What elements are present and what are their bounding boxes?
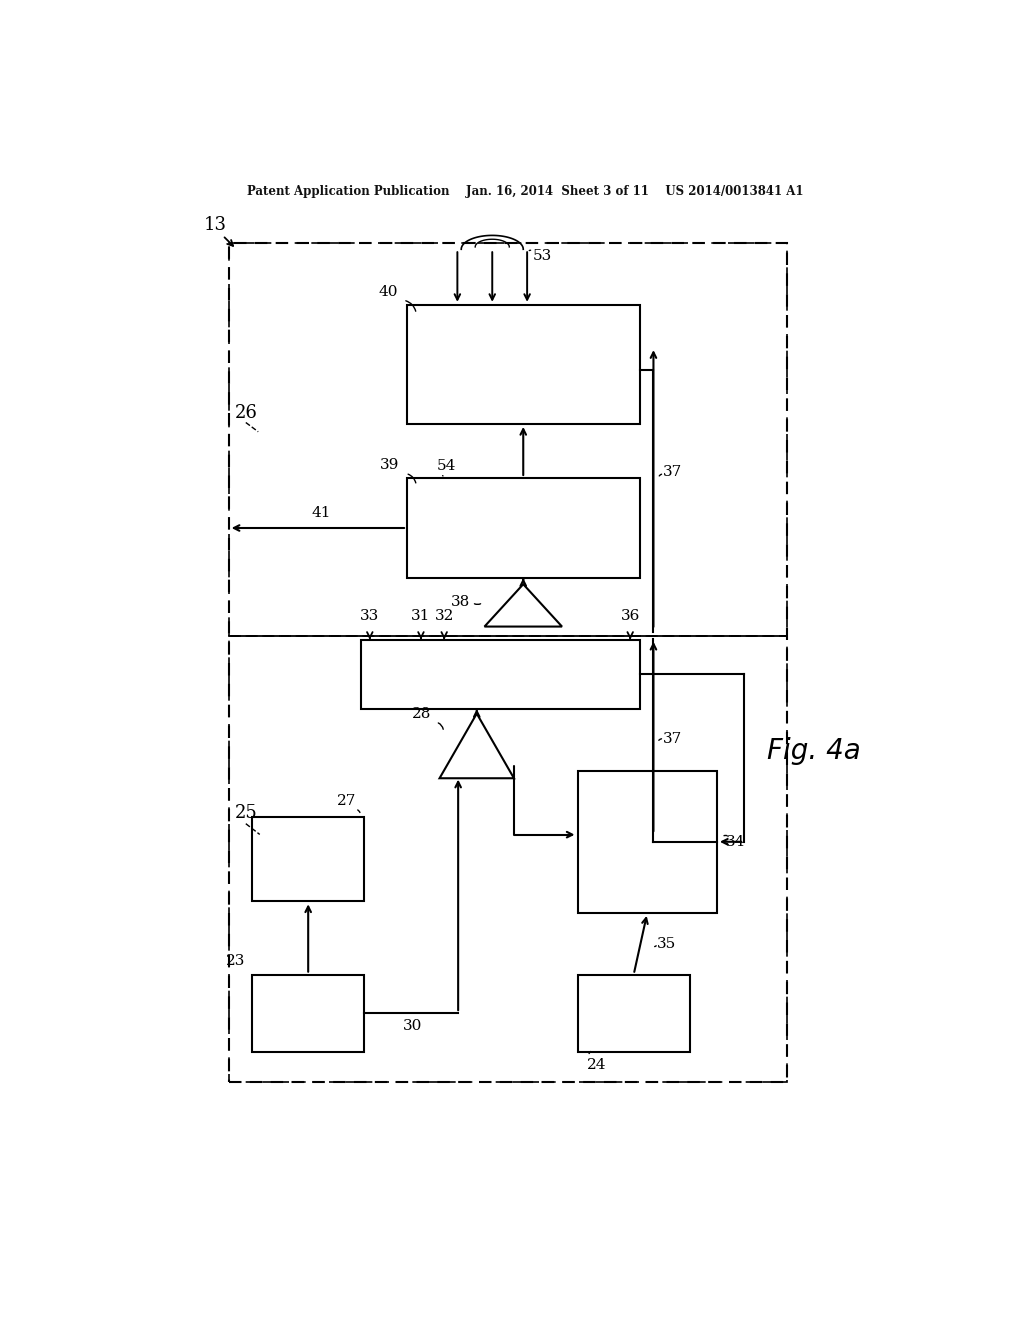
Text: 36: 36 — [621, 609, 640, 623]
Text: 34: 34 — [726, 834, 745, 849]
Text: 32: 32 — [434, 609, 454, 623]
Bar — [578, 974, 690, 1052]
Text: Patent Application Publication    Jan. 16, 2014  Sheet 3 of 11    US 2014/001384: Patent Application Publication Jan. 16, … — [247, 185, 803, 198]
Bar — [407, 478, 640, 578]
Text: 37: 37 — [663, 465, 682, 479]
Polygon shape — [439, 714, 514, 779]
Text: 33: 33 — [360, 609, 380, 623]
Polygon shape — [484, 585, 562, 627]
Text: 24: 24 — [587, 1057, 606, 1072]
Text: 13: 13 — [204, 216, 226, 234]
Text: 31: 31 — [412, 609, 431, 623]
Text: 54: 54 — [436, 459, 456, 474]
Text: 25: 25 — [234, 804, 258, 822]
Text: 39: 39 — [380, 458, 399, 471]
Text: 30: 30 — [403, 1019, 423, 1034]
Bar — [252, 974, 365, 1052]
Text: 40: 40 — [378, 285, 397, 298]
Text: 26: 26 — [234, 404, 258, 421]
Text: 28: 28 — [413, 706, 432, 721]
Text: 38: 38 — [452, 595, 471, 610]
Text: Fig. 4a: Fig. 4a — [767, 738, 861, 766]
Bar — [578, 771, 717, 913]
Bar — [360, 640, 640, 709]
Text: 37: 37 — [663, 731, 682, 746]
Text: 41: 41 — [312, 507, 332, 520]
Bar — [407, 305, 640, 424]
Text: 35: 35 — [656, 937, 676, 950]
Text: 27: 27 — [337, 793, 356, 808]
Text: 53: 53 — [532, 249, 552, 263]
Bar — [252, 817, 365, 902]
Text: 23: 23 — [226, 954, 246, 969]
